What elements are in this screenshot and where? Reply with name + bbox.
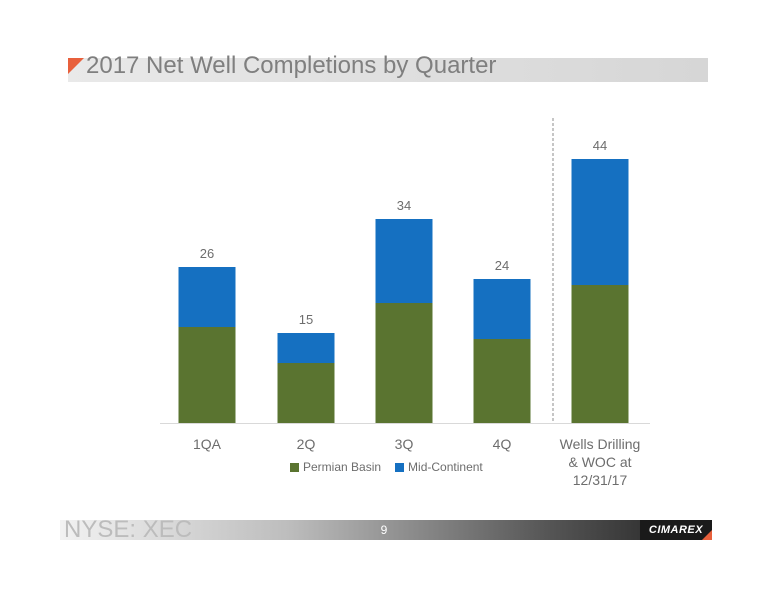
category-label-2: 3Q (395, 436, 414, 452)
page-number: 9 (380, 523, 388, 537)
bar-permian-0 (178, 327, 236, 423)
cimarex-logo: CIMAREX (640, 520, 712, 540)
legend-item-permian: Permian Basin (290, 460, 381, 474)
category-label-4: Wells Drilling & WOC at 12/31/17 (560, 436, 641, 488)
legend-item-midcontinent: Mid-Continent (395, 460, 483, 474)
chart-legend: Permian Basin Mid-Continent (290, 460, 483, 474)
logo-text: CIMAREX (648, 524, 704, 536)
bar-permian-1 (277, 363, 335, 423)
total-label-3: 24 (495, 258, 509, 273)
slide-title: 2017 Net Well Completions by Quarter (86, 52, 497, 79)
logo-accent (702, 530, 712, 540)
bar-midcontinent-4 (571, 159, 629, 285)
title-accent-triangle (68, 58, 84, 74)
bar-midcontinent-3 (473, 279, 531, 339)
total-label-2: 34 (397, 198, 411, 213)
total-label-4: 44 (593, 138, 607, 153)
category-label-0: 1QA (193, 436, 222, 452)
bar-midcontinent-2 (375, 219, 433, 303)
legend-label-midcontinent: Mid-Continent (408, 460, 483, 474)
total-label-0: 26 (200, 246, 214, 261)
bar-permian-2 (375, 303, 433, 423)
category-label-3: 4Q (493, 436, 512, 452)
bar-permian-3 (473, 339, 531, 423)
footer-bar (60, 520, 712, 540)
title-bar (68, 58, 708, 82)
legend-swatch-permian (290, 462, 299, 472)
bar-permian-4 (571, 285, 629, 423)
bar-midcontinent-1 (277, 333, 335, 363)
footer-ticker: NYSE: XEC (64, 516, 193, 543)
category-label-1: 2Q (297, 436, 316, 452)
legend-swatch-midcontinent (395, 462, 405, 472)
legend-label-permian: Permian Basin (303, 460, 382, 474)
total-label-1: 15 (299, 312, 313, 327)
bar-midcontinent-0 (178, 267, 236, 327)
